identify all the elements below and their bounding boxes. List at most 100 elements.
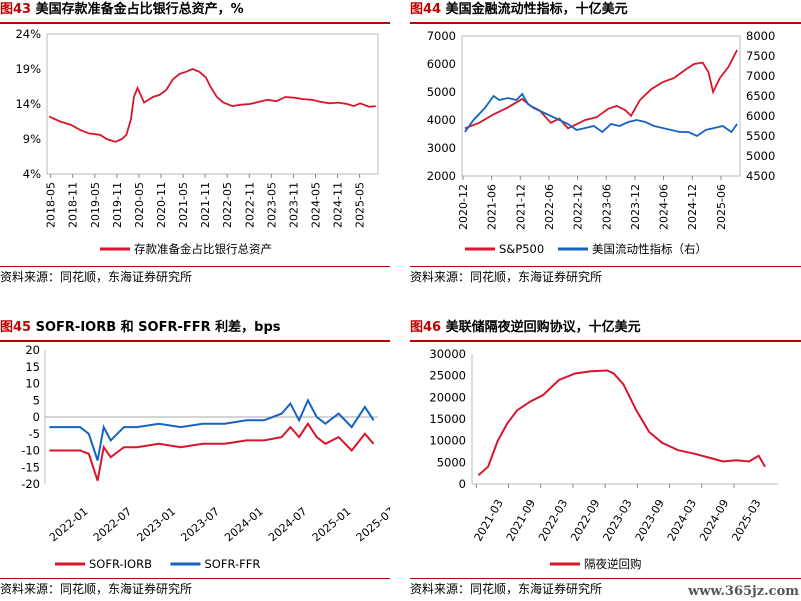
- x-tick-label: 2024-06: [658, 184, 671, 230]
- x-tick-label: 2022-07: [91, 505, 135, 545]
- x-tick-label: 2021-05: [177, 182, 190, 228]
- series-line: [464, 92, 738, 138]
- y-left-tick-label: 5000: [427, 85, 456, 99]
- plot-area: [461, 35, 741, 177]
- figure-title: 美联储隔夜逆回购协议，十亿美元: [445, 320, 641, 335]
- x-tick-label: 2022-03: [536, 497, 570, 543]
- y-tick-label: 30000: [429, 347, 466, 361]
- x-tick-label: 2025-06: [715, 184, 728, 230]
- series-line: [49, 398, 375, 461]
- y-tick-label: 10: [25, 377, 40, 391]
- figure-title: SOFR-IORB 和 SOFR-FFR 利差，bps: [35, 320, 281, 335]
- legend-label: 存款准备金占比银行总资产: [134, 242, 272, 256]
- source-note: 资料来源：同花顺，东海证券研究所: [410, 266, 801, 285]
- y-right-tick-label: 7500: [746, 49, 775, 63]
- figure-number: 图44: [410, 2, 442, 17]
- x-tick-label: 2022-11: [243, 182, 256, 228]
- y-tick-label: 24%: [15, 27, 41, 41]
- y-tick-label: -20: [21, 477, 40, 491]
- x-tick-label: 2025-03: [729, 497, 763, 543]
- x-tick-label: 2021-03: [472, 497, 506, 543]
- y-tick-label: -10: [21, 444, 40, 458]
- y-tick-label: 25000: [429, 369, 466, 383]
- y-right-tick-label: 6000: [746, 109, 775, 123]
- y-right-tick-label: 4500: [746, 169, 775, 183]
- x-tick-label: 2023-09: [633, 497, 667, 543]
- legend-label: 美国流动性指标（右）: [592, 242, 707, 256]
- y-tick-label: 0: [459, 477, 466, 491]
- x-tick-label: 2020-11: [155, 182, 168, 228]
- y-tick-label: 5000: [437, 455, 466, 469]
- x-tick-label: 2021-09: [504, 497, 538, 543]
- y-tick-label: 5: [33, 393, 40, 407]
- panel-title: 图44 美国金融流动性指标，十亿美元: [410, 0, 801, 24]
- x-tick-label: 2022-01: [47, 505, 91, 545]
- series-line: [48, 68, 376, 143]
- panel-fig46: 图46 美联储隔夜逆回购协议，十亿美元 30000 25000 20000 15000…: [410, 318, 801, 601]
- chart-sofr-spreads: 20 15 10 5 0 -5 -10 -15 -20 2022-01 2022-07 2023-01…: [21, 343, 390, 571]
- x-tick-label: 2024-03: [665, 497, 699, 543]
- y-tick-label: 20: [25, 343, 40, 357]
- panel-fig43: 图43 美国存款准备金占比银行总资产，% 24% 19% 14% 9% 4% 2018-0…: [0, 0, 390, 290]
- y-left-tick-label: 2000: [427, 169, 456, 183]
- x-tick-label: 2025-05: [354, 182, 367, 228]
- x-tick-label: 2019-11: [111, 182, 124, 228]
- y-tick-label: 20000: [429, 390, 466, 404]
- y-right-tick-label: 8000: [746, 29, 775, 43]
- y-tick-label: 15: [25, 360, 40, 374]
- figure-title: 美国金融流动性指标，十亿美元: [445, 2, 628, 17]
- x-tick-label: 2023-12: [629, 184, 642, 230]
- x-tick-label: 2023-03: [600, 497, 634, 543]
- figure-title: 美国存款准备金占比银行总资产，%: [35, 2, 244, 17]
- y-tick-label: 14%: [15, 97, 41, 111]
- x-tick-label: 2021-12: [514, 184, 527, 230]
- y-right-tick-label: 5000: [746, 149, 775, 163]
- x-tick-label: 2023-11: [287, 182, 300, 228]
- panel-title: 图46 美联储隔夜逆回购协议，十亿美元: [410, 318, 801, 342]
- legend-label: SOFR-FFR: [205, 557, 261, 571]
- x-tick-label: 2024-11: [332, 182, 345, 228]
- chart-reserve-ratio: 24% 19% 14% 9% 4% 2018-05 2018-11 2019-05 2019-1…: [15, 27, 379, 256]
- legend-label: S&P500: [499, 242, 544, 256]
- y-tick-label: 10000: [429, 434, 466, 448]
- y-tick-label: 19%: [15, 62, 41, 76]
- source-note: 资料来源：同花顺，东海证券研究所: [0, 266, 390, 285]
- y-right-tick-label: 5500: [746, 129, 775, 143]
- y-tick-label: 15000: [429, 412, 466, 426]
- x-tick-label: 2024-12: [686, 184, 699, 230]
- x-tick-label: 2024-09: [697, 497, 731, 543]
- y-left-tick-label: 3000: [427, 141, 456, 155]
- x-tick-label: 2021-11: [199, 182, 212, 228]
- panel-title: 图43 美国存款准备金占比银行总资产，%: [0, 0, 390, 24]
- y-tick-label: -15: [21, 460, 40, 474]
- panel-title: 图45 SOFR-IORB 和 SOFR-FFR 利差，bps: [0, 318, 390, 342]
- y-tick-label: 4%: [23, 167, 41, 181]
- y-right-tick-label: 6500: [746, 89, 775, 103]
- x-tick-label: 2022-05: [221, 182, 234, 228]
- y-right-tick-label: 7000: [746, 69, 775, 83]
- x-tick-label: 2023-01: [135, 505, 179, 545]
- source-note: 资料来源：同花顺，东海证券研究所: [0, 578, 390, 597]
- x-tick-label: 2023-07: [178, 505, 222, 545]
- x-tick-label: 2018-11: [67, 182, 80, 228]
- y-left-tick-label: 4000: [427, 113, 456, 127]
- x-tick-label: 2023-05: [265, 182, 278, 228]
- x-tick-label: 2022-12: [572, 184, 585, 230]
- chart-reverse-repo: 3000025000200001500010000500002021-03202…: [429, 347, 778, 571]
- x-tick-label: 2022-06: [543, 184, 556, 230]
- x-tick-label: 2025-07: [354, 505, 390, 545]
- series-line: [49, 421, 375, 482]
- source-note: 资料来源：同花顺，东海证券研究所: [410, 578, 801, 597]
- y-tick-label: 9%: [23, 132, 41, 146]
- panel-fig44: 图44 美国金融流动性指标，十亿美元 7000 6000 5000 4000 3000 2…: [410, 0, 801, 290]
- y-tick-label: 0: [33, 410, 40, 424]
- x-tick-label: 2022-09: [568, 497, 602, 543]
- figure-number: 图45: [0, 320, 32, 335]
- series-line: [464, 49, 738, 130]
- y-tick-label: -5: [29, 427, 40, 441]
- figure-number: 图43: [0, 2, 32, 17]
- x-tick-label: 2024-07: [266, 505, 310, 545]
- x-tick-label: 2024-05: [309, 182, 322, 228]
- watermark: www.365jz.com: [688, 584, 799, 599]
- x-tick-label: 2025-01: [310, 505, 354, 545]
